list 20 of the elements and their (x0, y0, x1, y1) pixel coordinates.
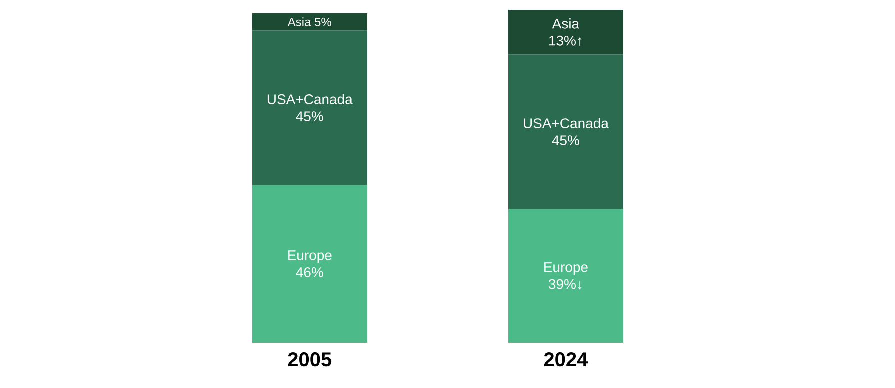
data-label: 39%↓ (548, 279, 582, 290)
bar (508, 209, 624, 343)
data-label: 13%↑ (549, 36, 582, 46)
series-label: Europe (288, 250, 332, 264)
bar (252, 185, 368, 343)
data-label: 45% (296, 112, 324, 122)
x-tick-label: 2005 (288, 352, 332, 367)
x-tick-label: 2024 (544, 352, 588, 367)
bar (252, 13, 368, 31)
text: USA+Canada (524, 118, 609, 129)
bar (508, 54, 624, 210)
series-label: USA+Canada (268, 94, 353, 104)
bar (508, 10, 624, 55)
data-label: 5% (315, 18, 332, 26)
text: Asia (552, 18, 580, 29)
text: Europe (544, 262, 588, 276)
data-label: 46% (296, 267, 324, 278)
data-label: 45% (552, 136, 580, 146)
series-label: Asia (288, 18, 312, 26)
bar (252, 30, 368, 186)
